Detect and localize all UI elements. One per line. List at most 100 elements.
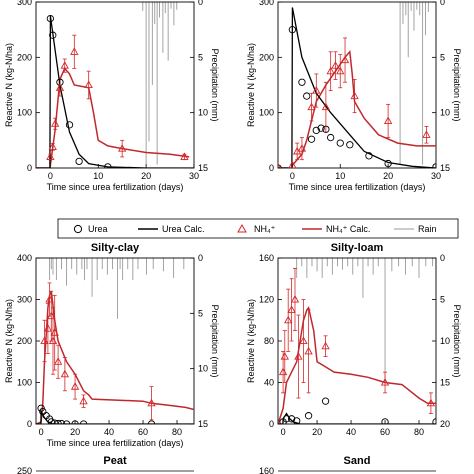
urea-point	[432, 163, 436, 168]
legend-box	[57, 218, 459, 239]
nh4-point	[326, 66, 335, 75]
nh4-point	[48, 336, 58, 345]
x-tick-label: 20	[383, 171, 393, 181]
nh4-point	[70, 382, 80, 390]
y-tick-label: 100	[17, 378, 32, 388]
y-tick-label: 100	[17, 108, 32, 118]
urea-point	[381, 418, 389, 424]
nh4-point	[304, 346, 313, 355]
plot-frame	[35, 1, 195, 169]
x-tick-label: 80	[172, 427, 182, 437]
y-tick-label: 200	[17, 52, 32, 62]
y2-tick-label: 15	[198, 419, 208, 429]
nh4-point	[312, 85, 321, 94]
x-axis-label: Time since urea fertilization (days)	[47, 438, 184, 448]
y-tick-label: 300	[17, 0, 32, 7]
y2-tick-label: 5	[198, 308, 203, 318]
y-tick-label: 300	[259, 0, 274, 7]
nh4-point	[350, 91, 359, 100]
nh4-point	[70, 47, 79, 55]
urea-point	[321, 397, 330, 405]
nh4-point	[180, 152, 189, 160]
nh4-point	[294, 352, 303, 360]
nh4-point	[50, 328, 59, 336]
y2-tick-label: 0	[198, 253, 203, 263]
x-tick-label: 10	[335, 171, 345, 181]
legend-urea-calc-label: Urea Calc.	[162, 224, 205, 234]
nh4-point	[287, 305, 296, 313]
nh4-point	[380, 377, 390, 386]
x-tick-label: 10	[93, 171, 103, 181]
nh4-point	[280, 352, 289, 360]
nh4-point	[331, 61, 340, 69]
y2-tick-label: 20	[440, 419, 450, 429]
x-tick-label: 0	[281, 427, 286, 437]
y-axis-label: Reactive N (kg-N/ha)	[246, 299, 256, 383]
urea-point	[293, 417, 301, 424]
nh4-point	[48, 142, 57, 151]
x-tick-label: 60	[380, 427, 390, 437]
panel-title: Silty-loam	[331, 242, 384, 254]
y2-tick-label: 5	[440, 295, 445, 305]
nh4-point	[118, 144, 127, 152]
x-axis-label: Time since urea fertilization (days)	[289, 182, 426, 192]
nh4-point	[290, 294, 300, 303]
x-tick-label: 30	[189, 171, 199, 181]
plot-frame	[277, 1, 437, 169]
y2-tick-label: 0	[440, 0, 445, 7]
urea-point	[62, 420, 71, 424]
nh4-point	[79, 396, 88, 405]
nh4-calc-line	[278, 306, 436, 424]
nh4-point	[383, 116, 393, 125]
y-tick-label: 160	[259, 466, 274, 474]
y2-tick-label: 5	[440, 52, 445, 62]
y2-axis-label: Precipitation (mm)	[452, 304, 462, 377]
urea-point	[432, 418, 436, 424]
nh4-point	[47, 311, 56, 320]
urea-calc-line	[36, 409, 194, 424]
rain-series	[399, 2, 429, 165]
nh4-point	[40, 336, 49, 345]
y-tick-label: 160	[259, 253, 274, 263]
nh4-point	[55, 83, 65, 91]
nh4-point	[43, 324, 53, 332]
nh4-point	[53, 357, 63, 365]
nh4-point	[307, 102, 316, 111]
y-tick-label: 200	[259, 52, 274, 62]
y-axis-label: Reactive N (kg-N/ha)	[246, 43, 256, 127]
nh4-point	[278, 367, 288, 376]
urea-calc-line	[36, 15, 194, 168]
urea-point	[49, 31, 57, 39]
urea-point	[322, 125, 330, 133]
urea-point	[54, 419, 62, 424]
urea-point	[288, 26, 297, 34]
panel-title: Sand	[344, 455, 371, 467]
y2-tick-label: 10	[198, 364, 208, 374]
urea-point	[304, 412, 313, 420]
panel-title: Silty-clay	[91, 242, 140, 254]
urea-point	[57, 419, 66, 424]
x-tick-label: 40	[104, 427, 114, 437]
y-tick-label: 0	[269, 419, 274, 429]
y-tick-label: 300	[17, 295, 32, 305]
y-tick-label: 0	[27, 419, 32, 429]
urea-point	[79, 420, 88, 424]
urea-point	[56, 78, 64, 86]
y2-tick-label: 15	[440, 163, 450, 173]
y2-axis-label: Precipitation (mm)	[452, 48, 462, 121]
y2-tick-label: 5	[198, 52, 203, 62]
nh4-point	[288, 160, 297, 168]
nh4-point	[147, 398, 156, 407]
nh4-point	[297, 144, 307, 152]
urea-point	[384, 159, 392, 168]
legend-nh4-calc-label: NH₄⁺ Calc.	[326, 224, 370, 234]
y2-tick-label: 10	[440, 108, 450, 118]
data-series	[278, 7, 436, 168]
urea-point	[303, 92, 311, 100]
legend-urea-label: Urea	[88, 224, 108, 234]
nh4-point	[50, 119, 60, 127]
urea-point	[46, 14, 55, 23]
